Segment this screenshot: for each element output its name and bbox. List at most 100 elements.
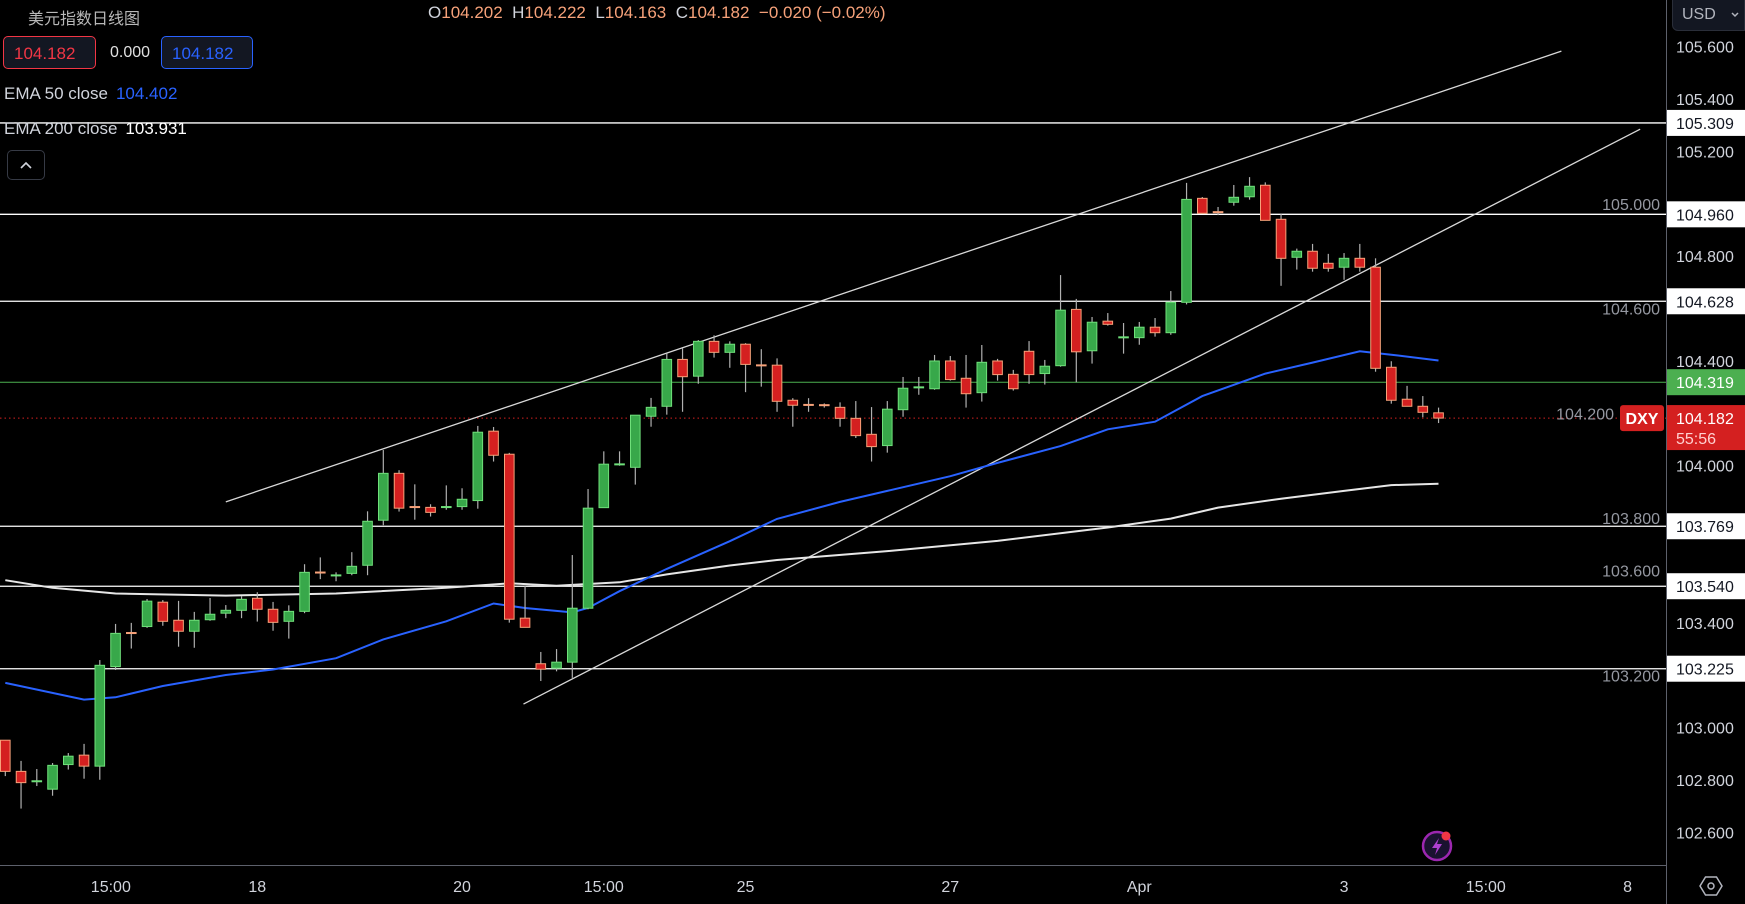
bullish-candle <box>141 599 153 628</box>
price-tick-label: 105.200 <box>1676 144 1734 161</box>
bearish-candle <box>1354 243 1366 272</box>
candle-body <box>771 364 783 402</box>
bullish-candle <box>1291 248 1303 270</box>
chart-title: 美元指数日线图 <box>28 11 141 28</box>
ema200-label: EMA 200 close <box>4 119 118 138</box>
level-price-label: 104.960 <box>1676 207 1734 224</box>
candle-body <box>945 360 956 381</box>
candle-body <box>173 619 184 632</box>
chart-settings-button[interactable] <box>1694 871 1728 901</box>
bearish-candle <box>126 622 137 649</box>
bullish-candle <box>110 623 121 671</box>
candles <box>0 177 1444 809</box>
bullish-candle <box>567 555 578 678</box>
bullish-candle <box>661 353 673 415</box>
bearish-candle <box>1008 369 1019 391</box>
bullish-candle <box>551 649 562 672</box>
candle-body <box>1212 211 1224 214</box>
bullish-candle <box>645 397 657 427</box>
collapse-legend-button[interactable] <box>7 150 45 180</box>
candle-body <box>960 377 972 395</box>
candle-body <box>330 574 342 577</box>
time-axis[interactable]: 15:00 18 20 15:00 25 27 Apr 3 15:00 8 <box>0 865 1666 904</box>
bearish-candle <box>677 348 688 412</box>
spread-value: 0.000 <box>110 44 151 61</box>
candle-body <box>1118 336 1129 339</box>
candle-body <box>252 597 263 610</box>
prev-close-label: 104.319 <box>1676 375 1734 392</box>
bullish-candle <box>1228 184 1240 206</box>
candle-body <box>1323 262 1334 269</box>
candle-body <box>378 472 389 521</box>
bearish-candle <box>960 354 972 408</box>
level-price-label: 104.628 <box>1676 294 1734 311</box>
bullish-candle <box>346 552 358 576</box>
candle-body <box>94 664 106 767</box>
price-axis[interactable]: 105.600 105.400 105.200 104.800 104.400 104.0… <box>1666 0 1745 904</box>
symbol-tag <box>1620 405 1664 432</box>
candle-body <box>157 601 169 622</box>
bullish-candle <box>472 425 484 509</box>
candle-body <box>31 780 43 783</box>
level-price-label: 103.769 <box>1676 519 1734 536</box>
bearish-candle <box>1197 197 1208 214</box>
candle-body <box>1181 198 1192 303</box>
bearish-candle <box>15 760 27 809</box>
change-value: −0.020 (−0.02%) <box>758 3 886 22</box>
candle-body <box>929 360 940 390</box>
time-tick-label: 25 <box>737 879 755 896</box>
candle-body <box>1149 326 1161 334</box>
bearish-candle <box>1071 298 1082 383</box>
currency-dropdown[interactable]: USD <box>1672 0 1745 31</box>
trend-line <box>225 50 1562 503</box>
level-price-tag <box>1667 655 1745 682</box>
candle-body <box>110 632 121 668</box>
bullish-candle <box>220 605 232 619</box>
time-tick-label: 20 <box>453 879 471 896</box>
bearish-candle <box>1149 318 1161 337</box>
bearish-candle <box>819 403 830 408</box>
bullish-candle <box>913 376 925 395</box>
bullish-candle <box>378 450 389 526</box>
bullish-candle <box>1055 275 1066 367</box>
time-tick-label: 15:00 <box>1466 879 1506 896</box>
candle-body <box>897 387 909 411</box>
candle-body <box>819 404 830 407</box>
level-price-tag <box>1667 109 1745 136</box>
time-tick-label: 15:00 <box>584 879 624 896</box>
ema50-value: 104.402 <box>115 84 178 103</box>
bearish-candle <box>850 401 862 438</box>
time-tick-label: 27 <box>941 879 959 896</box>
bearish-candle <box>1212 206 1224 216</box>
candle-body <box>834 406 846 419</box>
level-price-tag <box>1667 201 1745 228</box>
candle-body <box>1244 185 1255 198</box>
lightning-icon[interactable] <box>1420 829 1454 863</box>
bearish-candle <box>1275 214 1287 286</box>
bullish-candle <box>362 511 373 576</box>
hexagon-settings-icon <box>1699 876 1723 896</box>
bearish-candle <box>267 601 279 631</box>
level-price-label: 103.225 <box>1676 662 1734 679</box>
ema200-legend[interactable]: EMA 200 close 103.931 <box>4 119 187 139</box>
candle-body <box>1008 373 1019 390</box>
bearish-candle <box>1401 385 1413 407</box>
bullish-candle <box>897 376 909 417</box>
buy-button[interactable]: 104.182 <box>161 36 253 69</box>
candle-body <box>1275 218 1287 259</box>
trend-line <box>523 128 1641 705</box>
candle-body <box>47 764 58 790</box>
sell-button[interactable]: 104.182 <box>3 36 96 69</box>
bullish-candle <box>299 564 310 614</box>
trend-lines <box>225 50 1641 705</box>
ema50-legend[interactable]: EMA 50 close 104.402 <box>4 84 177 104</box>
candle-body <box>787 399 799 406</box>
level-price-label: 105.309 <box>1676 116 1734 133</box>
time-tick-label: Apr <box>1127 879 1153 896</box>
bearish-candle <box>1370 258 1381 372</box>
candle-body <box>850 417 862 437</box>
bearish-candle <box>1433 407 1444 424</box>
bar-countdown: 55:56 <box>1676 431 1716 448</box>
horizontal-levels <box>0 122 1666 670</box>
